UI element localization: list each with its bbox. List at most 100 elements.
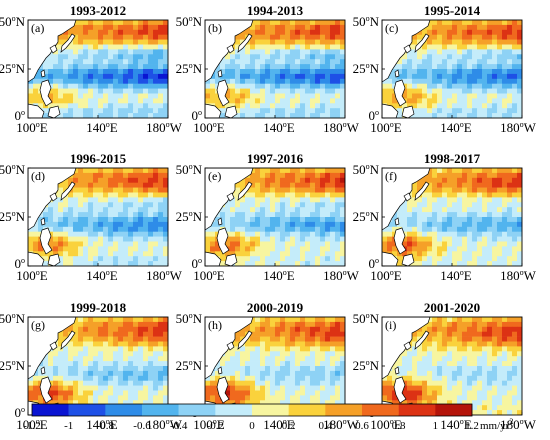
field-cell <box>43 366 49 372</box>
field-cell <box>78 98 84 104</box>
field-cell <box>260 212 266 218</box>
field-cell <box>128 395 134 401</box>
field-cell <box>245 375 251 381</box>
field-cell <box>163 113 168 118</box>
field-cell <box>452 192 458 198</box>
field-cell <box>335 39 341 45</box>
field-cell <box>315 317 321 323</box>
field-cell <box>245 326 251 332</box>
field-cell <box>507 39 513 45</box>
field-cell <box>143 88 149 94</box>
field-cell <box>497 172 503 179</box>
field-cell <box>482 93 488 99</box>
field-cell <box>73 326 79 332</box>
field-cell <box>502 246 508 252</box>
field-cell <box>295 346 301 352</box>
field-cell <box>250 351 256 357</box>
field-cell <box>512 221 518 228</box>
field-cell <box>250 356 256 362</box>
field-cell <box>163 246 168 252</box>
field-cell <box>153 187 159 193</box>
field-cell <box>88 317 94 323</box>
field-cell <box>340 73 345 80</box>
field-cell <box>250 168 256 174</box>
field-cell <box>148 44 154 50</box>
lon-tick-100: 100oE <box>16 417 48 432</box>
field-cell <box>118 197 124 203</box>
field-cell <box>330 326 336 332</box>
field-cell <box>285 226 291 232</box>
field-cell <box>250 246 256 252</box>
field-cell <box>78 29 84 35</box>
field-cell <box>78 326 84 332</box>
field-cell <box>68 83 74 89</box>
field-cell <box>265 103 271 109</box>
field-cell <box>28 385 34 391</box>
field-cell <box>250 361 256 367</box>
field-cell <box>492 103 498 109</box>
field-cell <box>492 24 498 31</box>
field-cell <box>83 317 89 323</box>
field-cell <box>335 64 341 70</box>
field-cell <box>310 370 316 377</box>
field-cell <box>38 246 44 252</box>
field-cell <box>163 231 168 237</box>
field-cell <box>457 331 463 337</box>
field-cell <box>462 103 468 109</box>
field-cell <box>447 202 453 208</box>
field-cell <box>300 44 306 50</box>
field-cell <box>255 331 261 337</box>
field-cell <box>108 356 114 362</box>
field-cell <box>58 331 64 337</box>
field-cell <box>68 236 74 242</box>
field-cell <box>78 59 84 65</box>
field-cell <box>340 187 345 193</box>
field-cell <box>442 93 448 99</box>
field-cell <box>290 54 296 60</box>
field-cell <box>502 168 508 174</box>
field-cell <box>507 336 513 342</box>
field-cell <box>315 370 321 377</box>
field-cell <box>230 207 236 213</box>
field-cell <box>295 356 301 362</box>
field-cell <box>123 390 129 396</box>
field-cell <box>68 346 74 352</box>
field-cell <box>482 168 488 174</box>
field-cell <box>240 390 246 396</box>
field-cell <box>310 366 316 372</box>
field-cell <box>63 217 69 223</box>
field-cell <box>427 83 433 89</box>
lon-tick-140-degree: o <box>460 120 464 129</box>
field-cell <box>305 24 311 31</box>
field-cell <box>295 59 301 65</box>
lon-tick-180-value: 180 <box>146 120 166 135</box>
field-cell <box>280 168 286 174</box>
field-cell <box>133 317 139 323</box>
field-cell <box>300 236 306 242</box>
field-cell <box>128 341 134 347</box>
field-cell <box>335 375 341 381</box>
field-cell <box>260 49 266 55</box>
field-cell <box>310 317 316 323</box>
field-cell <box>143 212 149 218</box>
field-cell <box>472 207 478 213</box>
field-cell <box>310 29 316 35</box>
lat-tick-25: 25oN <box>176 358 203 373</box>
field-cell <box>103 88 109 94</box>
field-cell <box>275 341 281 347</box>
field-cell <box>295 177 301 183</box>
field-cell <box>260 395 266 401</box>
field-cell <box>487 88 493 94</box>
taiwan-landmass <box>40 69 46 78</box>
field-cell <box>280 202 286 208</box>
field-cell <box>38 64 44 70</box>
panel-label: (a) <box>31 21 44 35</box>
lat-tick-25-degree: o <box>12 209 16 218</box>
field-cell <box>517 226 522 232</box>
field-cell <box>220 221 226 228</box>
field-cell <box>240 113 246 118</box>
lon-tick-100-value: 100 <box>193 120 213 135</box>
field-cell <box>215 226 221 232</box>
field-cell <box>58 241 64 247</box>
trend-field <box>28 168 168 266</box>
